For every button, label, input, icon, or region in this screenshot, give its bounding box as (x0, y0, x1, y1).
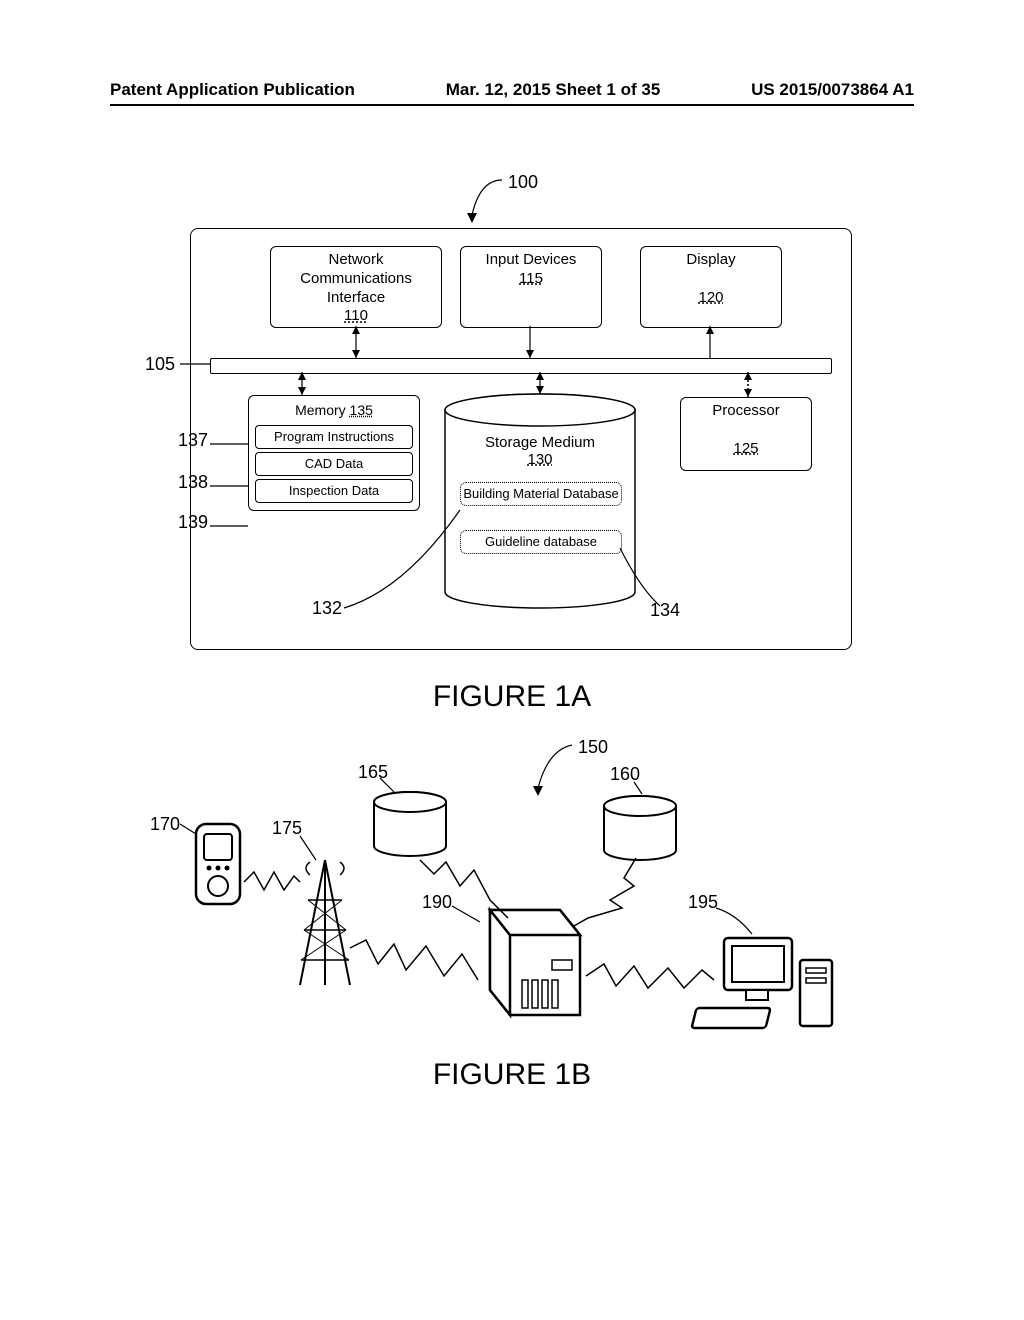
zig-server-pc (586, 964, 716, 994)
zig-db1-server (420, 856, 510, 926)
arrow-net-bus (350, 326, 362, 358)
ref-175: 175 (272, 818, 302, 839)
memory-box: Memory 135 Program Instructions CAD Data… (248, 395, 420, 511)
arrow-proc-bus (742, 372, 754, 397)
phone-icon (190, 820, 246, 910)
inspection-data: Inspection Data (255, 479, 413, 503)
ref-150: 150 (578, 737, 608, 758)
arrow-mem-bus (296, 372, 308, 395)
db2-icon (600, 794, 680, 864)
ref-132: 132 (312, 598, 342, 619)
ref-100: 100 (508, 172, 538, 193)
display-box: Display120 (640, 246, 782, 328)
arrow-display-bus (704, 326, 716, 358)
program-instructions: Program Instructions (255, 425, 413, 449)
arrow-storage-bus (534, 372, 546, 394)
header-left: Patent Application Publication (110, 80, 355, 100)
page-header: Patent Application Publication Mar. 12, … (110, 80, 914, 106)
zig-phone-tower (244, 870, 300, 894)
ref-195: 195 (688, 892, 718, 913)
ref-137: 137 (178, 430, 208, 451)
pc-icon (710, 930, 840, 1040)
processor-box: Processor125 (680, 397, 812, 471)
zig-tower-server (350, 940, 480, 990)
db1-icon (370, 790, 450, 860)
page: Patent Application Publication Mar. 12, … (0, 0, 1024, 1320)
header-right: US 2015/0073864 A1 (751, 80, 914, 100)
input-box: Input Devices115 (460, 246, 602, 328)
figure-1b-title: FIGURE 1B (412, 1058, 612, 1092)
arrow-150 (528, 742, 578, 802)
ref-170: 170 (150, 814, 180, 835)
storage-label: Storage Medium130 (440, 434, 640, 468)
ref-105: 105 (145, 354, 175, 375)
leader-105 (180, 360, 210, 370)
bmdb-box: Building Material Database (460, 482, 622, 506)
figure-1a-title: FIGURE 1A (412, 680, 612, 714)
guideline-box: Guideline database (460, 530, 622, 554)
cad-data: CAD Data (255, 452, 413, 476)
ref-138: 138 (178, 472, 208, 493)
arrow-input-bus (524, 326, 536, 358)
zig-db2-server (574, 858, 644, 928)
arrow-100 (460, 175, 510, 230)
header-center: Mar. 12, 2015 Sheet 1 of 35 (446, 80, 661, 100)
ref-139: 139 (178, 512, 208, 533)
network-box: Network Communications Interface110 (270, 246, 442, 328)
